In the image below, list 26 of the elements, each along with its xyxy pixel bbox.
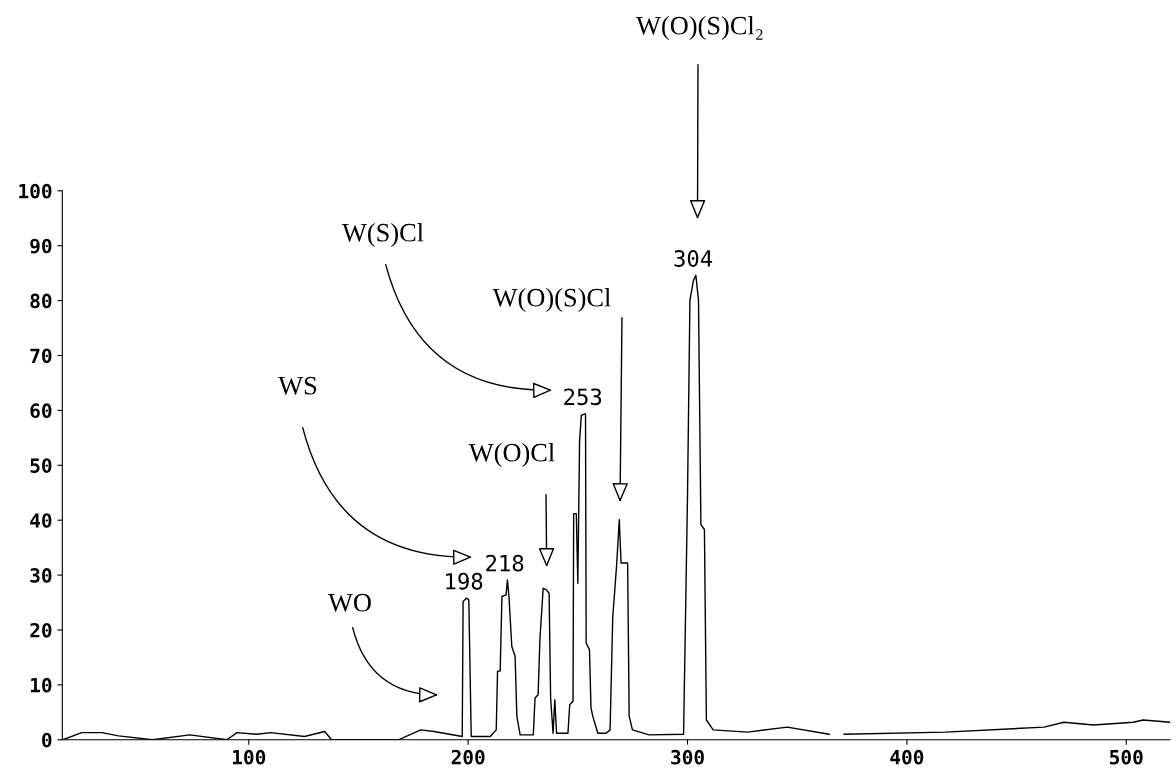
annotation: W(S)Cl bbox=[341, 223, 424, 247]
annotation: W(O)(S)Cl bbox=[492, 288, 611, 312]
x-tick-label: 400 bbox=[890, 749, 924, 765]
y-tick-label: 40 bbox=[30, 513, 52, 528]
y-tick-label: 50 bbox=[30, 458, 52, 473]
annotation: 198 bbox=[446, 572, 483, 590]
y-tick-label: 70 bbox=[30, 348, 52, 364]
y-tick-label: 20 bbox=[30, 622, 52, 638]
x-tick-label: 200 bbox=[451, 749, 485, 765]
x-tick-label: 500 bbox=[1110, 749, 1143, 765]
y-tick-label: 60 bbox=[30, 403, 52, 419]
annotation: W(O)Cl bbox=[468, 443, 555, 467]
annotation: 218 bbox=[486, 554, 524, 572]
y-tick-label: 80 bbox=[30, 293, 52, 309]
y-tick-label: 0 bbox=[42, 732, 52, 748]
y-tick-label: 10 bbox=[30, 677, 52, 693]
y-tick-label: 30 bbox=[30, 568, 52, 583]
annotation: 253 bbox=[564, 388, 602, 406]
annotation: WO bbox=[328, 593, 371, 612]
x-tick-label: 300 bbox=[671, 749, 704, 765]
x-tick-label: 100 bbox=[233, 749, 266, 765]
annotation: WS bbox=[278, 376, 317, 395]
y-tick-label: 100 bbox=[19, 183, 52, 199]
y-tick-label: 90 bbox=[30, 238, 52, 254]
text: W(O)(S)Cl₂ bbox=[636, 16, 763, 40]
annotation: 304 bbox=[674, 250, 713, 267]
